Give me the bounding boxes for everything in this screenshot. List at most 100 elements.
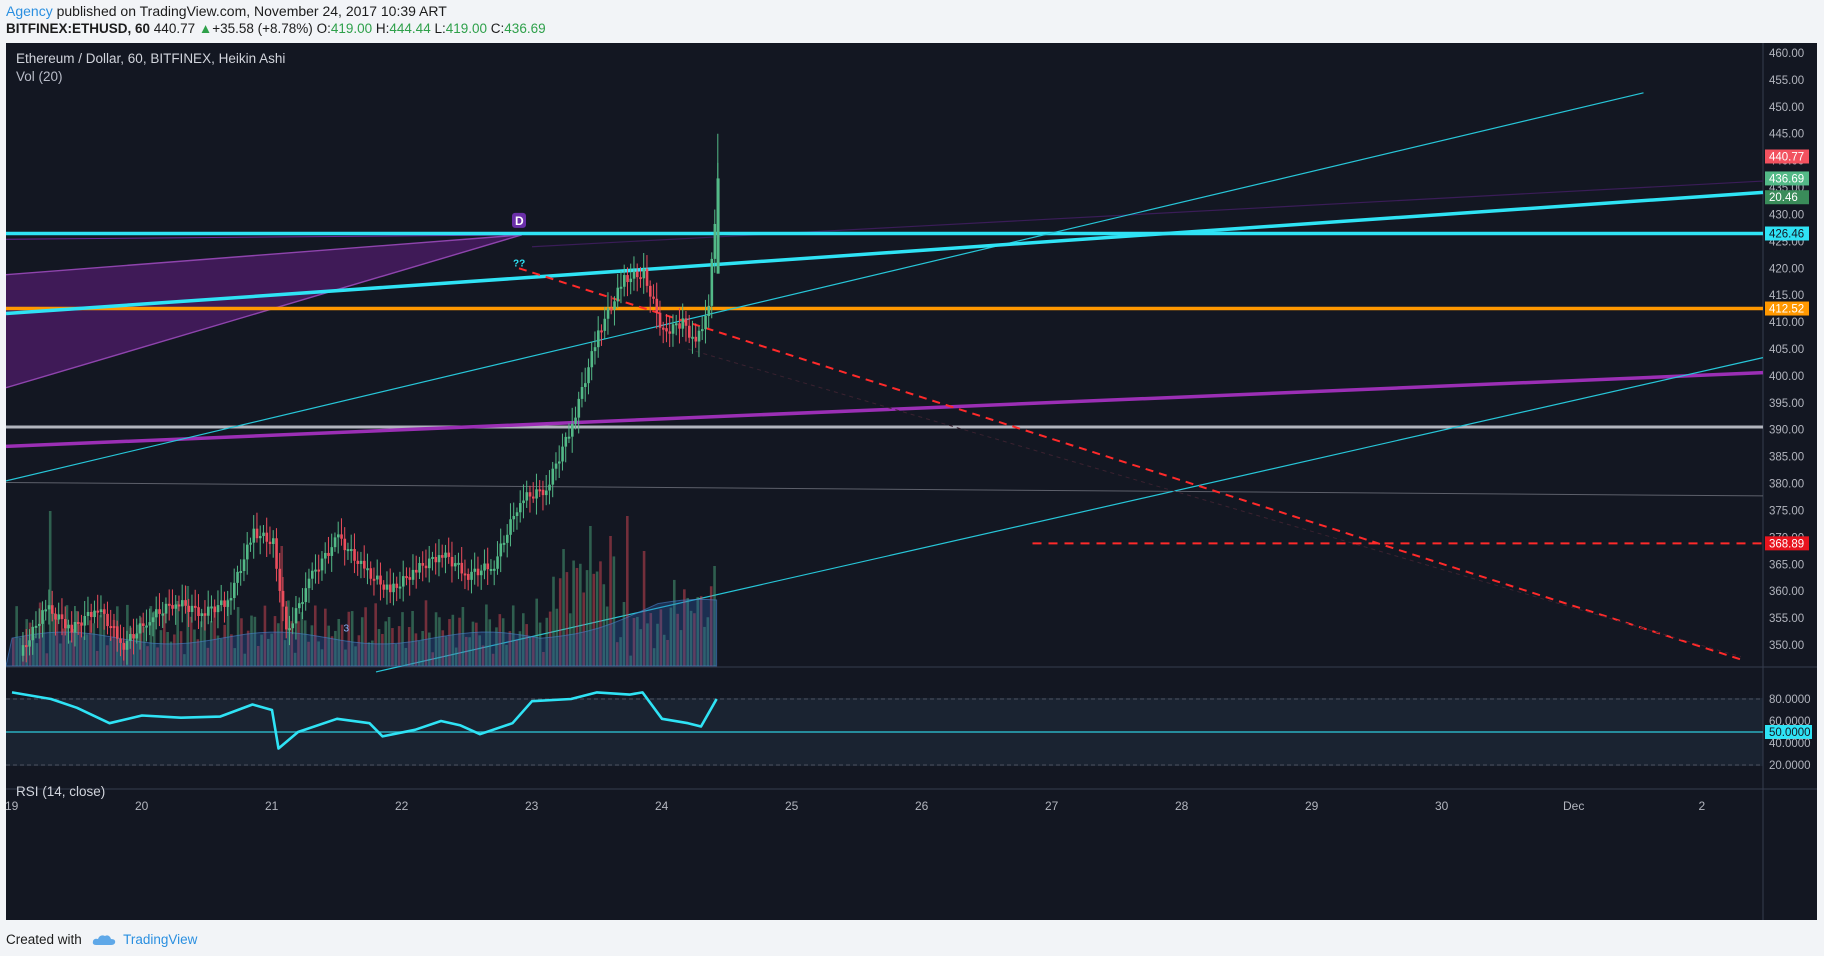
volume-bar: [672, 579, 676, 666]
volume-bar: [99, 615, 102, 666]
candle-body: [194, 605, 197, 608]
volume-bar: [273, 616, 277, 666]
volume-bar: [381, 633, 384, 666]
candle-body: [623, 275, 626, 287]
volume-bar: [478, 635, 481, 666]
volume-bar: [159, 630, 163, 666]
candle-body: [561, 446, 564, 462]
price-tick-label: 395.00: [1769, 398, 1804, 410]
volume-bar: [360, 617, 364, 666]
chart-canvas[interactable]: D??3460.00455.00450.00445.00440.00435.00…: [6, 43, 1817, 920]
volume-bar: [709, 586, 713, 666]
candle-body: [512, 516, 516, 520]
candle-body: [541, 489, 545, 496]
volume-bar: [347, 611, 351, 666]
candle-body: [493, 568, 496, 571]
candle-body: [389, 584, 392, 593]
volume-bar: [203, 613, 206, 666]
volume-bar: [189, 616, 193, 666]
candle-body: [463, 573, 467, 576]
volume-bar: [337, 619, 341, 666]
volume-bar: [562, 549, 565, 666]
purple-channel-lower: [6, 234, 522, 389]
price-tick-label: 410.00: [1769, 317, 1804, 329]
volume-bar: [471, 621, 475, 666]
volume-bar: [438, 617, 441, 666]
tradingview-link[interactable]: TradingView: [123, 932, 198, 947]
volume-bar: [105, 645, 109, 666]
chart-area[interactable]: D??3460.00455.00450.00445.00440.00435.00…: [6, 43, 1817, 920]
candle-body: [213, 606, 217, 613]
candle-body: [467, 573, 470, 580]
candle-body: [450, 556, 454, 567]
time-tick-label: 20: [135, 799, 149, 813]
volume-bar: [666, 639, 669, 666]
candle-body: [675, 323, 678, 326]
candle-body: [385, 584, 389, 590]
volume-bar: [589, 526, 592, 666]
volume-bar: [199, 621, 203, 666]
candle-body: [119, 638, 122, 643]
volume-bar: [535, 598, 539, 666]
candle-body: [606, 308, 610, 319]
time-tick-label: 19: [6, 799, 19, 813]
candle-body: [337, 534, 340, 538]
volume-bar: [240, 618, 243, 666]
candle-body: [460, 562, 464, 574]
candle-body: [499, 543, 503, 557]
candle-body: [158, 609, 161, 614]
volume-bar: [592, 573, 596, 666]
volume-bar: [441, 630, 445, 666]
candle-body: [671, 324, 675, 334]
volume-bar: [582, 592, 585, 666]
cyan-trend-line: [6, 190, 1764, 316]
author-link[interactable]: Agency: [6, 3, 53, 19]
volume-bar: [552, 576, 555, 666]
time-tick-label: 21: [265, 799, 279, 813]
d-marker-bg: [512, 212, 526, 228]
candle-body: [314, 569, 317, 572]
candle-body: [311, 570, 314, 579]
volume-bar: [575, 567, 579, 666]
volume-bar: [659, 609, 663, 666]
volume-bar: [444, 636, 448, 666]
candle-body: [333, 537, 337, 548]
volume-bar: [42, 619, 45, 666]
candle-body: [483, 563, 486, 571]
candle-body: [64, 619, 67, 629]
candle-body: [629, 278, 633, 283]
candle-body: [210, 606, 213, 609]
candle-body: [415, 569, 418, 573]
volume-bar: [609, 536, 612, 666]
candle-body: [431, 556, 434, 559]
volume-bar: [65, 605, 69, 666]
candle-body: [392, 583, 395, 593]
candle-body: [155, 609, 158, 618]
volume-bar: [629, 655, 632, 666]
volume-bar: [407, 627, 411, 666]
volume-bar: [558, 578, 562, 666]
candle-body: [73, 621, 77, 633]
candle-body: [129, 634, 132, 641]
candle-body: [142, 623, 145, 626]
volume-bar: [387, 616, 391, 666]
volume-bar: [595, 571, 599, 666]
candle-body: [376, 575, 379, 580]
price-change: +35.58 (+8.78%): [212, 21, 313, 36]
volume-bar: [713, 566, 716, 666]
volume-bar: [488, 619, 492, 666]
volume-bar: [266, 638, 270, 666]
volume-bar: [142, 626, 146, 666]
candle-body: [77, 621, 80, 624]
volume-bar: [109, 637, 112, 666]
volume-bar: [307, 641, 310, 666]
candle-body: [272, 538, 275, 544]
volume-bar: [327, 625, 330, 666]
price-tick-label: 365.00: [1769, 559, 1804, 571]
purple-faint-extension: [531, 180, 1764, 248]
candle-body: [704, 316, 707, 330]
candle-body: [710, 258, 714, 306]
rsi-last-value: 50.0000: [1769, 727, 1811, 739]
candle-body: [161, 613, 165, 616]
candle-body: [148, 622, 152, 626]
